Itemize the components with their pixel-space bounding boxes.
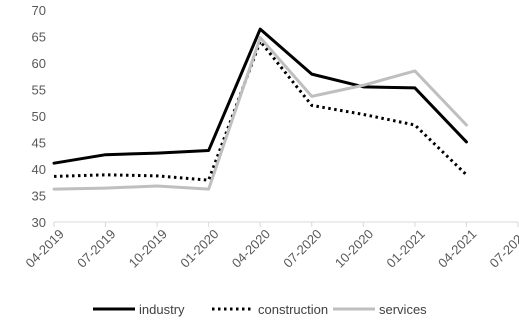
y-tick-label: 35 (32, 189, 46, 204)
x-tick-label: 01-2020 (177, 226, 221, 270)
x-tick-label: 07-2021 (487, 226, 519, 270)
y-tick-label: 65 (32, 30, 46, 45)
x-tick-label: 10-2020 (332, 226, 376, 270)
x-tick-label: 04-2020 (229, 226, 273, 270)
x-tick-label: 04-2021 (435, 226, 479, 270)
series-lines (52, 27, 468, 191)
series-line-industry (52, 27, 468, 165)
legend-label-services: services (379, 302, 427, 317)
y-tick-label: 60 (32, 56, 46, 71)
y-tick-label: 30 (32, 215, 46, 230)
x-tick-label: 07-2019 (74, 226, 118, 270)
x-tick-label: 04-2019 (23, 226, 67, 270)
x-tick-label: 07-2020 (280, 226, 324, 270)
legend-label-industry: industry (139, 302, 185, 317)
x-tick-label: 01-2021 (383, 226, 427, 270)
y-tick-label: 50 (32, 109, 46, 124)
x-tick-label: 10-2019 (126, 226, 170, 270)
y-tick-label: 55 (32, 83, 46, 98)
legend-label-construction: construction (258, 302, 328, 317)
y-tick-label: 70 (32, 3, 46, 18)
series-line-services (52, 36, 468, 191)
y-tick-label: 45 (32, 136, 46, 151)
series-line-construction (53, 39, 468, 182)
y-tick-label: 40 (32, 162, 46, 177)
legend: industry construction services (93, 302, 427, 317)
